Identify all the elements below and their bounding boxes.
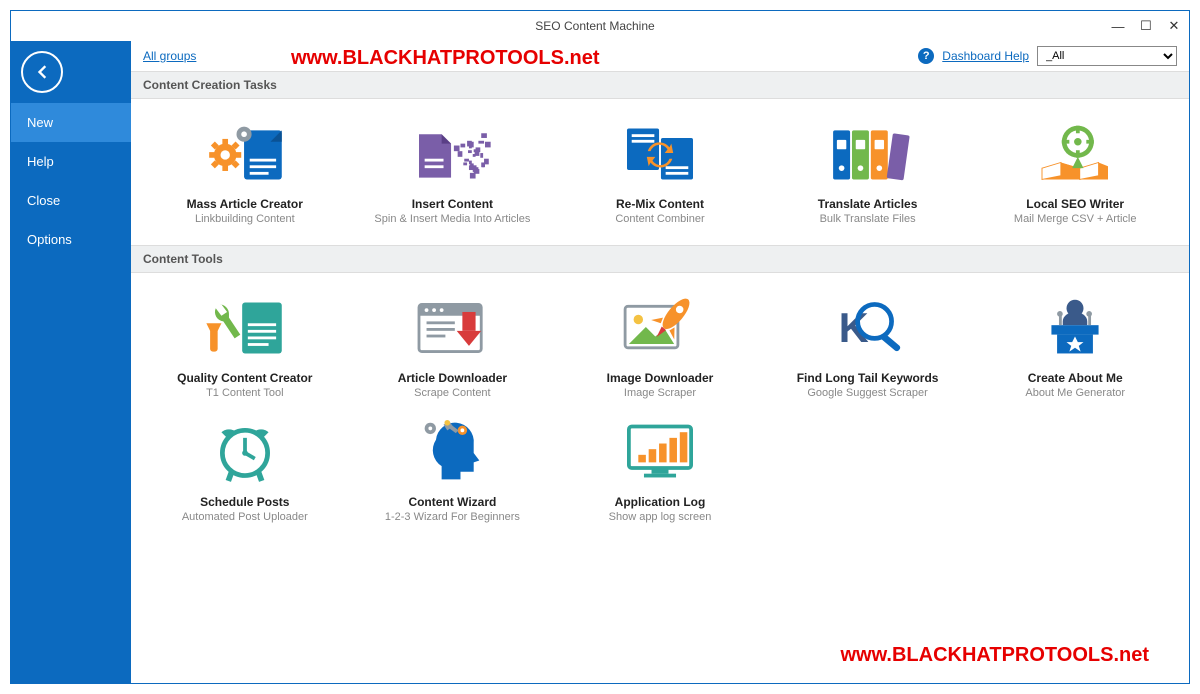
tile-title: Image Downloader	[607, 371, 714, 385]
tile-title: Schedule Posts	[200, 495, 289, 509]
tile-grid: Mass Article Creator Linkbuilding Content…	[131, 99, 1189, 245]
tile-subtitle: Show app log screen	[609, 511, 712, 523]
tile-remix-content[interactable]: Re-Mix Content Content Combiner	[558, 115, 762, 229]
head-gears-icon	[407, 417, 497, 487]
maximize-button[interactable]: ☐	[1139, 19, 1153, 33]
speaker-star-icon	[1030, 293, 1120, 363]
sidebar-item-new[interactable]: New	[11, 103, 131, 142]
back-button[interactable]	[21, 51, 63, 93]
minimize-button[interactable]: —	[1111, 19, 1125, 33]
section-header: Content Creation Tasks	[131, 71, 1189, 99]
tile-subtitle: About Me Generator	[1025, 387, 1125, 399]
refresh-docs-icon	[615, 119, 705, 189]
sidebar-item-options[interactable]: Options	[11, 220, 131, 259]
watermark-bottom: www.BLACKHATPROTOOLS.net	[840, 644, 1149, 667]
dashboard-help-link[interactable]: Dashboard Help	[942, 49, 1029, 63]
k-lens-icon: K	[823, 293, 913, 363]
gears-doc-icon	[200, 119, 290, 189]
pixels-doc-icon	[407, 119, 497, 189]
tile-subtitle: Spin & Insert Media Into Articles	[374, 213, 530, 225]
wrench-doc-icon	[200, 293, 290, 363]
tile-image-downloader[interactable]: Image Downloader Image Scraper	[558, 289, 762, 403]
monitor-bars-icon	[615, 417, 705, 487]
tile-translate-articles[interactable]: Translate Articles Bulk Translate Files	[766, 115, 970, 229]
tile-local-seo-writer[interactable]: Local SEO Writer Mail Merge CSV + Article	[973, 115, 1177, 229]
tile-title: Local SEO Writer	[1026, 197, 1124, 211]
help-icon[interactable]: ?	[918, 48, 934, 64]
tile-quality-content-creator[interactable]: Quality Content Creator T1 Content Tool	[143, 289, 347, 403]
tile-find-long-tail[interactable]: K Find Long Tail Keywords Google Suggest S…	[766, 289, 970, 403]
tile-title: Re-Mix Content	[616, 197, 704, 211]
tile-subtitle: Mail Merge CSV + Article	[1014, 213, 1137, 225]
tile-title: Translate Articles	[818, 197, 918, 211]
topbar: All groups ? Dashboard Help _All	[131, 41, 1189, 71]
map-pin-icon	[1030, 119, 1120, 189]
tile-subtitle: 1-2-3 Wizard For Beginners	[385, 511, 520, 523]
window-title: SEO Content Machine	[79, 19, 1111, 33]
all-groups-link[interactable]: All groups	[143, 49, 196, 63]
tile-title: Content Wizard	[408, 495, 496, 509]
tile-title: Mass Article Creator	[187, 197, 303, 211]
sidebar: NewHelpCloseOptions	[11, 41, 131, 683]
tile-subtitle: Content Combiner	[615, 213, 704, 225]
tile-subtitle: Image Scraper	[624, 387, 696, 399]
tile-subtitle: T1 Content Tool	[206, 387, 283, 399]
tile-article-downloader[interactable]: Article Downloader Scrape Content	[351, 289, 555, 403]
tile-application-log[interactable]: Application Log Show app log screen	[558, 413, 762, 527]
tile-insert-content[interactable]: Insert Content Spin & Insert Media Into A…	[351, 115, 555, 229]
window-controls: — ☐ ✕	[1111, 19, 1181, 33]
tile-subtitle: Automated Post Uploader	[182, 511, 308, 523]
tile-grid: Quality Content Creator T1 Content Tool Ar…	[131, 273, 1189, 543]
tile-schedule-posts[interactable]: Schedule Posts Automated Post Uploader	[143, 413, 347, 527]
tile-title: Application Log	[615, 495, 706, 509]
watermark-top: www.BLACKHATPROTOOLS.net	[291, 47, 600, 70]
sidebar-item-help[interactable]: Help	[11, 142, 131, 181]
tile-subtitle: Linkbuilding Content	[195, 213, 295, 225]
titlebar: SEO Content Machine — ☐ ✕	[11, 11, 1189, 41]
group-dropdown[interactable]: _All	[1037, 46, 1177, 66]
main-content: www.BLACKHATPROTOOLS.net www.BLACKHATPRO…	[131, 41, 1189, 683]
tile-subtitle: Google Suggest Scraper	[807, 387, 927, 399]
svg-text:K: K	[838, 304, 868, 351]
tile-create-about-me[interactable]: Create About Me About Me Generator	[973, 289, 1177, 403]
app-window: SEO Content Machine — ☐ ✕ NewHelpCloseOp…	[10, 10, 1190, 684]
tile-title: Find Long Tail Keywords	[797, 371, 939, 385]
tile-title: Quality Content Creator	[177, 371, 312, 385]
tile-title: Create About Me	[1028, 371, 1123, 385]
tile-subtitle: Bulk Translate Files	[820, 213, 916, 225]
binders-icon	[823, 119, 913, 189]
arrow-left-icon	[32, 62, 52, 82]
image-rocket-icon	[615, 293, 705, 363]
tile-title: Insert Content	[412, 197, 493, 211]
tile-content-wizard[interactable]: Content Wizard 1-2-3 Wizard For Beginners	[351, 413, 555, 527]
section-header: Content Tools	[131, 245, 1189, 273]
browser-download-icon	[407, 293, 497, 363]
close-button[interactable]: ✕	[1167, 19, 1181, 33]
tile-mass-article-creator[interactable]: Mass Article Creator Linkbuilding Content	[143, 115, 347, 229]
tile-subtitle: Scrape Content	[414, 387, 490, 399]
sidebar-item-close[interactable]: Close	[11, 181, 131, 220]
tile-title: Article Downloader	[398, 371, 507, 385]
alarm-clock-icon	[200, 417, 290, 487]
